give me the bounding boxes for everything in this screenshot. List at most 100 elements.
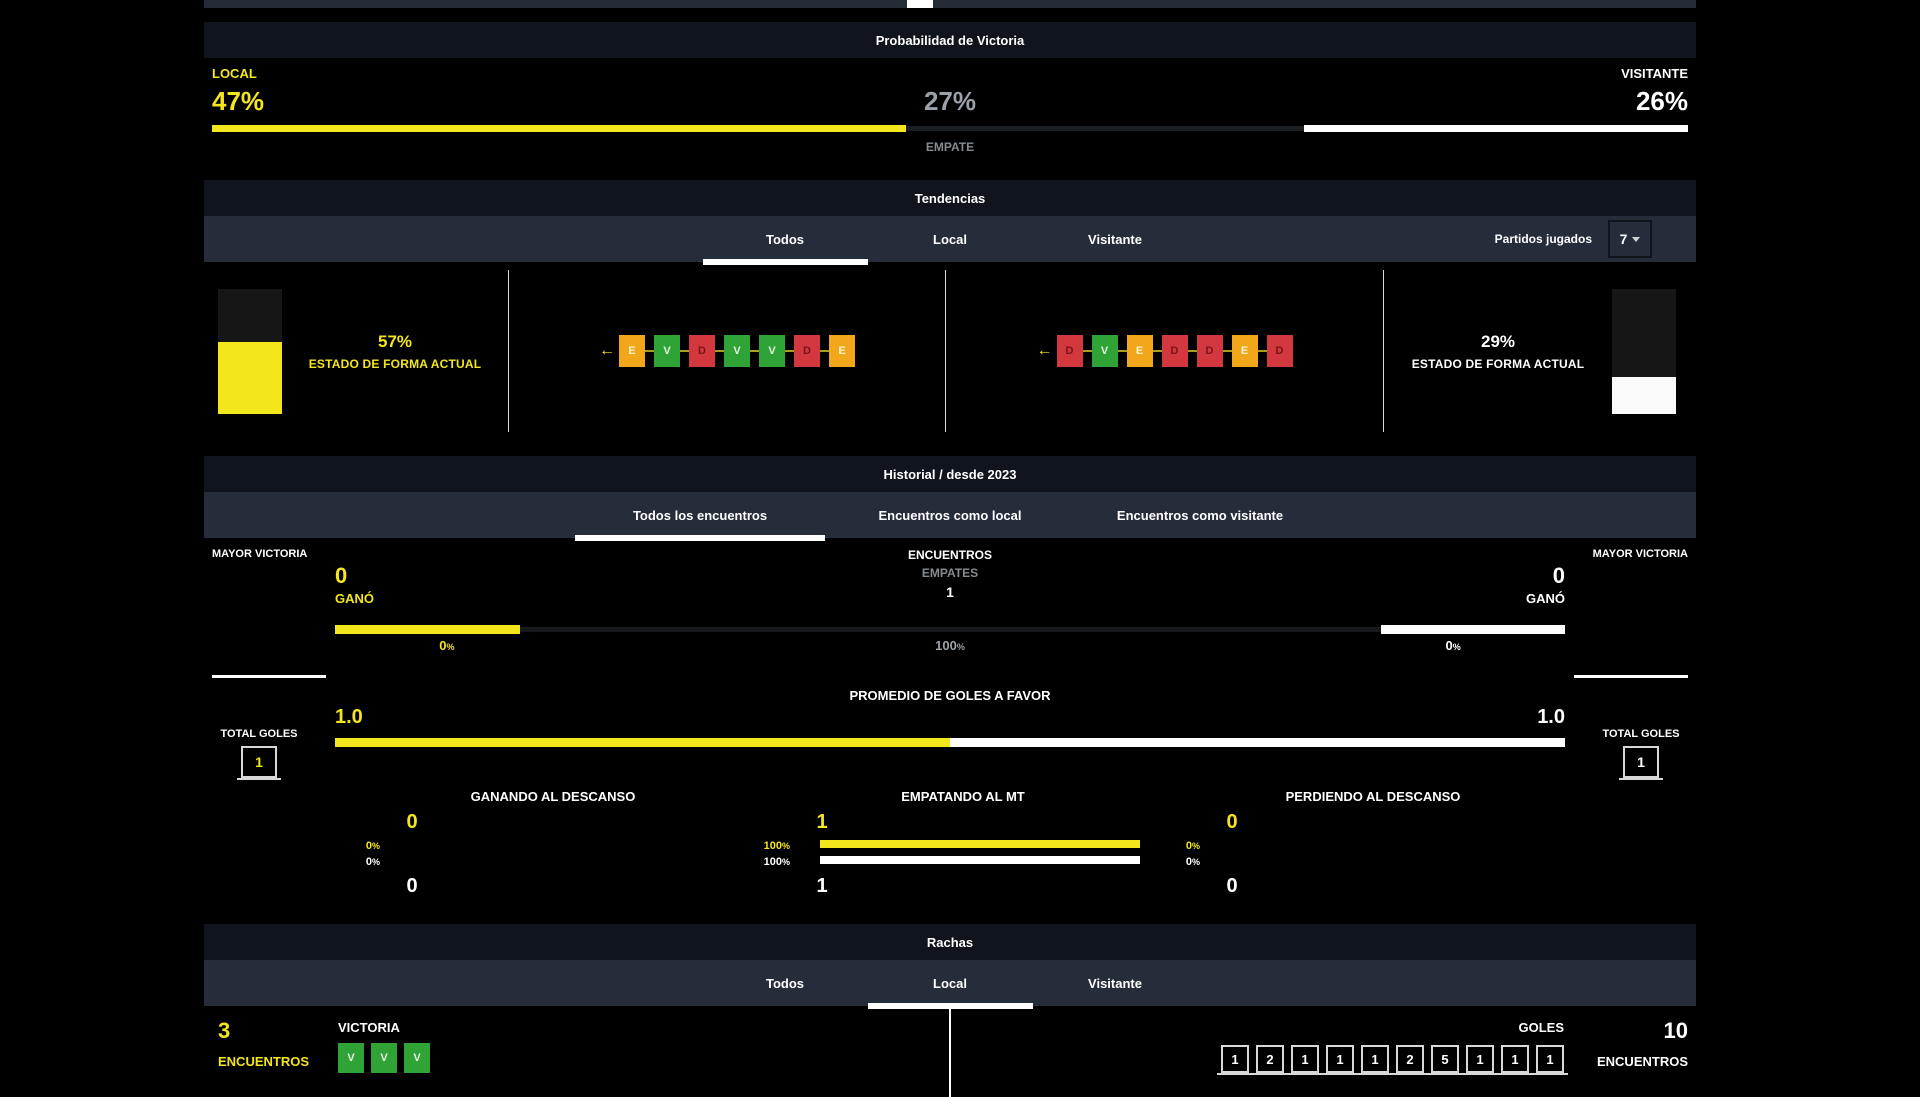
empate-probability: 27% (923, 86, 977, 116)
tendencias-title: Tendencias (914, 190, 986, 206)
ganando-title: GANANDO AL DESCANSO (470, 789, 636, 804)
tab-encuentros-como-local[interactable]: Encuentros como local (878, 507, 1022, 523)
form-result-v: V (654, 335, 689, 367)
promedio-bar-local (335, 738, 950, 747)
goles-box: 1 (1287, 1045, 1323, 1075)
empatando-pct-local: 100% (763, 840, 790, 852)
local-probability: 47% (212, 86, 265, 116)
tab-todos[interactable]: Todos (702, 216, 868, 265)
probabilidad-body: LOCAL VISITANTE 47% 27% 26% EMPATE (204, 58, 1696, 164)
form-result-d: D (1266, 335, 1293, 367)
visitante-label: VISITANTE (1621, 66, 1688, 81)
probabilidad-title: Probabilidad de Victoria (875, 32, 1025, 48)
probability-bar (212, 124, 1688, 133)
promedio-goles: PROMEDIO DE GOLES A FAVOR 1.0 1.0 TOTAL … (204, 680, 1696, 785)
halftime-col-perdiendo: PERDIENDO AL DESCANSO 0 0% 0% 0 (1134, 785, 1544, 908)
tab-visitante[interactable]: Visitante (1088, 231, 1142, 247)
partidos-jugados-label: Partidos jugados (1494, 232, 1592, 246)
halftime-col-ganando: GANANDO AL DESCANSO 0 0% 0% 0 (314, 785, 724, 908)
goles-box: 1 (1532, 1045, 1568, 1075)
chevron-down-icon (1632, 236, 1641, 242)
local-form-gauge-fill (218, 342, 282, 414)
form-result-v: V (1091, 335, 1127, 367)
visitante-form-percent: 29% (1480, 331, 1516, 351)
partidos-jugados-value: 7 (1619, 231, 1628, 247)
promedio-bar-visitante (950, 738, 1565, 747)
arrow-left-icon: ← (1036, 342, 1053, 359)
perdiendo-title: PERDIENDO AL DESCANSO (1285, 789, 1461, 804)
empates-label: EMPATES (921, 566, 979, 580)
historial-bar-visitante (1380, 624, 1565, 634)
empatando-title: EMPATANDO AL MT (901, 789, 1025, 804)
tab-local[interactable]: Local (867, 960, 1033, 1009)
ganando-bottom-value: 0 (406, 875, 418, 897)
tendencias-tabbar: Todos Local Visitante Partidos jugados 7 (204, 216, 1696, 265)
local-form-state-label: ESTADO DE FORMA ACTUAL (308, 356, 482, 371)
empatando-bar-local (820, 840, 1140, 848)
rachas-goles-count: 10 (1663, 1018, 1688, 1043)
total-goles-local-value: 1 (237, 746, 281, 780)
ganando-top-value: 0 (406, 811, 418, 833)
section-historial: Historial / desde 2023 Todos los encuent… (204, 456, 1696, 908)
tab-visitante[interactable]: Visitante (1088, 975, 1142, 991)
visitante-form-state: 29% ESTADO DE FORMA ACTUAL (1384, 270, 1696, 432)
probability-bar-local (212, 125, 906, 132)
goles-box: 1 (1497, 1045, 1533, 1075)
ganando-pct-local: 0% (365, 840, 380, 852)
rachas-tabbar: Todos Local Visitante (204, 960, 1696, 1009)
empatando-top-value: 1 (816, 811, 828, 833)
visitante-probability: 26% (1635, 86, 1688, 116)
rachas-local-count: 3 (218, 1018, 231, 1043)
visitante-form-state-label: ESTADO DE FORMA ACTUAL (1411, 356, 1585, 371)
local-label: LOCAL (212, 66, 257, 81)
section-tendencias: Tendencias Todos Local Visitante Partidos … (204, 180, 1696, 440)
rachas-center-divider (949, 1006, 951, 1097)
perdiendo-bottom-value: 0 (1226, 875, 1238, 897)
form-result-d: D (1196, 335, 1232, 367)
empatando-pct-visitante: 100% (763, 856, 790, 868)
tab-encuentros-como-visitante[interactable]: Encuentros como visitante (1116, 507, 1284, 523)
form-result-e: E (1231, 335, 1267, 367)
halftime-col-empatando: EMPATANDO AL MT 1 100% 100% 1 (724, 785, 1140, 908)
ganando-bar-visitante (410, 856, 730, 864)
form-result-d: D (1056, 335, 1092, 367)
form-result-v: V (724, 335, 759, 367)
historial-tabs: Todos los encuentros Encuentros como loca… (575, 492, 1325, 541)
perdiendo-bar-local (1230, 840, 1550, 848)
tab-local[interactable]: Local (933, 231, 967, 247)
historial-bar-local (335, 624, 520, 634)
form-result-d: D (1161, 335, 1197, 367)
section-rachas: Rachas Todos Local Visitante 3 ENCUENTROS … (204, 924, 1696, 1097)
victoria-box: V (338, 1043, 364, 1073)
ganando-pct-visitante: 0% (365, 856, 380, 868)
total-goles-visitante-value: 1 (1619, 746, 1663, 780)
empatando-bar-visitante (820, 856, 1140, 864)
rachas-tabs: Todos Local Visitante (703, 960, 1198, 1009)
form-result-d: D (794, 335, 829, 367)
arrow-left-icon: ← (599, 342, 615, 359)
visitante-won-percent: 0% (1445, 638, 1461, 653)
total-goles-local-label: TOTAL GOLES (220, 728, 298, 740)
victoria-box: V (404, 1043, 430, 1073)
victoria-label: VICTORIA (338, 1020, 400, 1035)
tendencias-tabs: Todos Local Visitante (702, 216, 1198, 265)
historial-results-bar (335, 624, 1565, 634)
goles-box: 1 (1322, 1045, 1358, 1075)
previous-section-cutoff (204, 0, 1696, 8)
perdiendo-top-value: 0 (1226, 811, 1238, 833)
ganando-bar-local (410, 840, 730, 848)
total-goles-visitante-label: TOTAL GOLES (1602, 728, 1680, 740)
goles-box: 5 (1427, 1045, 1463, 1075)
tab-todos[interactable]: Todos (765, 975, 805, 991)
tab-todos-los-encuentros[interactable]: Todos los encuentros (575, 492, 825, 541)
partidos-jugados-control: Partidos jugados 7 (1495, 216, 1652, 262)
local-won-percent: 0% (439, 638, 455, 653)
victoria-box: V (371, 1043, 397, 1073)
partidos-jugados-dropdown[interactable]: 7 (1608, 220, 1652, 258)
form-result-d: D (689, 335, 724, 367)
